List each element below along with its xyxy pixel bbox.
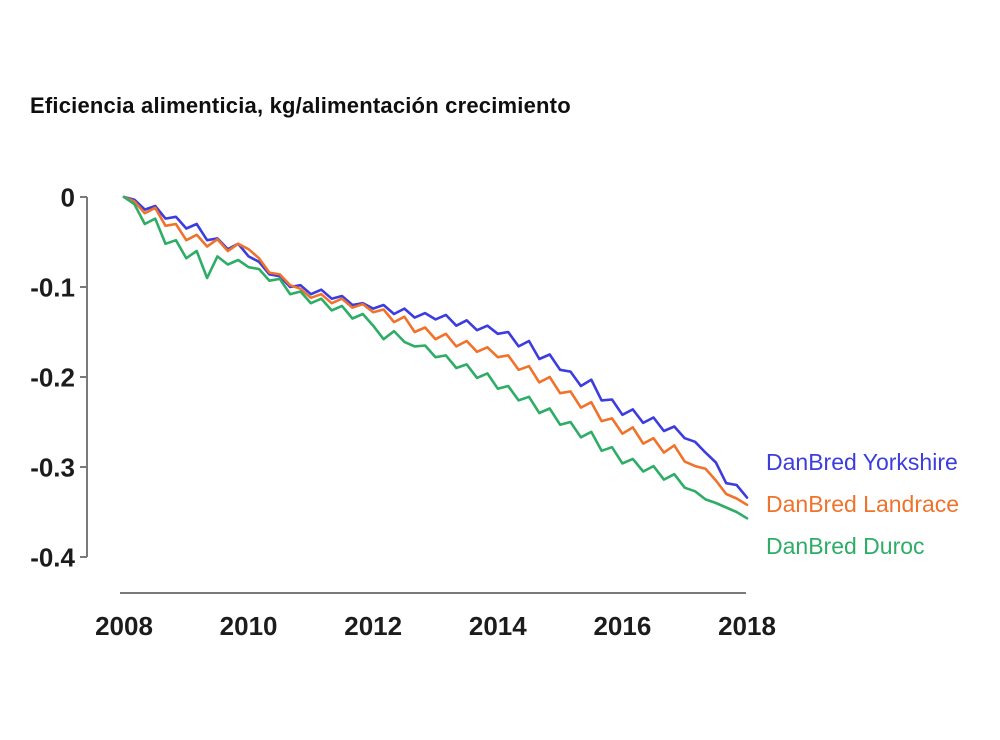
series-line-2 — [122, 195, 749, 520]
x-axis-tick-label: 2014 — [469, 611, 527, 641]
y-axis-tick-label: -0.4 — [30, 542, 75, 572]
series-line-0 — [122, 195, 749, 499]
chart-legend: DanBred Yorkshire DanBred Landrace DanBr… — [766, 449, 996, 575]
series-line-1 — [122, 195, 749, 507]
x-axis-tick-label: 2010 — [220, 611, 278, 641]
x-axis-tick-label: 2016 — [593, 611, 651, 641]
y-axis-tick-label: -0.2 — [30, 362, 75, 392]
x-axis-tick-label: 2008 — [95, 611, 153, 641]
y-axis-tick-label: 0 — [61, 182, 75, 212]
y-axis-tick-label: -0.3 — [30, 452, 75, 482]
legend-item-yorkshire: DanBred Yorkshire — [766, 449, 958, 475]
y-axis-tick-label: -0.1 — [30, 272, 75, 302]
legend-item-landrace: DanBred Landrace — [766, 491, 960, 517]
x-axis-tick-label: 2018 — [718, 611, 776, 641]
chart-title: Eficiencia alimenticia, kg/alimentación … — [30, 93, 571, 118]
x-axis-tick-label: 2012 — [344, 611, 402, 641]
legend-item-duroc: DanBred Duroc — [766, 533, 925, 559]
